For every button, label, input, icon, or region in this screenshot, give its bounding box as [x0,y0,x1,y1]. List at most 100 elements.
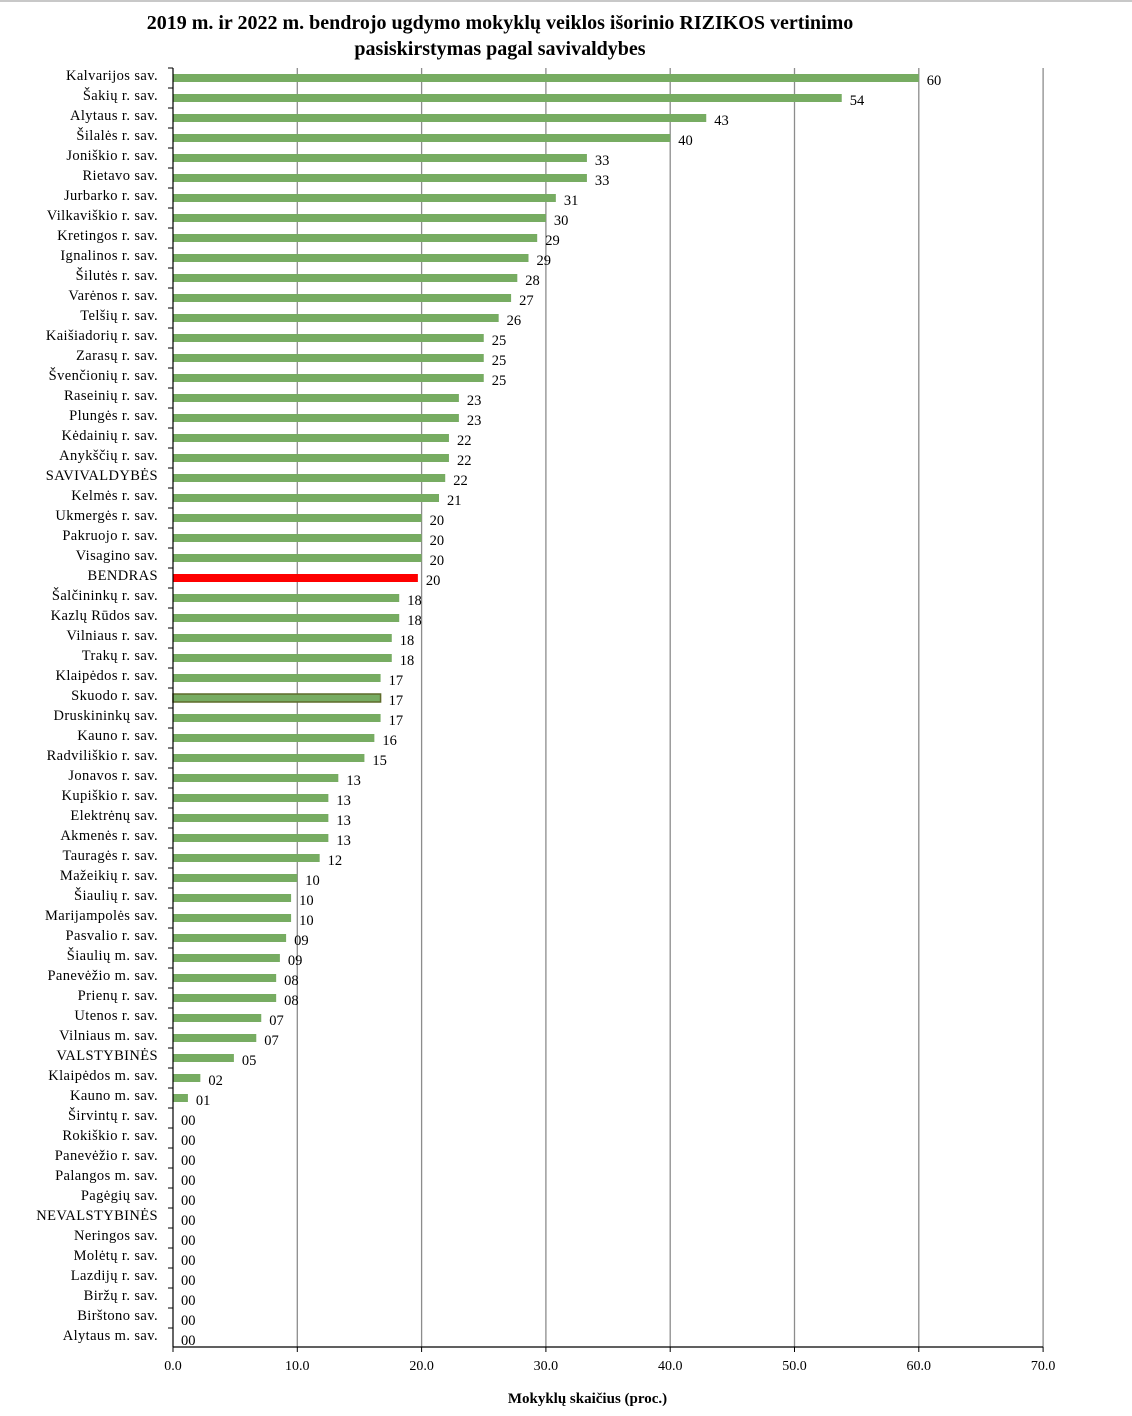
data-label: 09 [288,953,303,969]
bar [173,314,499,322]
category-label: SAVIVALDYBĖS [46,468,158,484]
data-label: 00 [181,1193,196,1209]
data-label: 43 [714,113,729,129]
category-label: Elektrėnų sav. [70,808,158,824]
grid-lines [296,68,1044,1347]
category-label: NEVALSTYBINĖS [36,1208,158,1224]
value-labels: 6054434033333130292928272625252523232222… [181,73,941,1349]
category-label: Radviliškio r. sav. [47,748,158,764]
bar [173,1094,188,1102]
x-tick-label: 60.0 [907,1359,932,1374]
category-label: Alytaus r. sav. [70,108,158,124]
category-label: Vilniaus m. sav. [59,1028,158,1044]
x-tick-label: 70.0 [1031,1359,1056,1374]
data-label: 22 [453,473,468,489]
bar [173,534,422,542]
bar [173,754,365,762]
x-tick-labels: 0.0 10.0 20.0 30.0 40.0 50.0 60.0 70.0 [164,1359,1055,1374]
category-label: Telšių r. sav. [80,308,158,324]
category-label: Druskininkų sav. [53,708,158,724]
data-label: 17 [389,673,404,689]
bar [173,354,484,362]
bar [173,174,587,182]
category-label: Zarasų r. sav. [76,348,158,364]
data-label: 20 [430,553,445,569]
data-label: 02 [208,1073,223,1089]
category-label: Kėdainių r. sav. [62,428,158,444]
category-label: Birštono sav. [77,1308,158,1324]
bar [173,194,556,202]
bar [173,594,400,602]
category-label: Biržų r. sav. [84,1288,158,1304]
category-label: Šakių r. sav. [83,87,158,104]
data-label: 01 [196,1093,211,1109]
bar [173,834,329,842]
data-label: 13 [336,833,351,849]
data-label: 16 [382,733,397,749]
bar [173,894,292,902]
category-label: Ukmergės r. sav. [55,508,158,524]
bar [173,254,529,262]
category-label: Šiaulių m. sav. [67,947,158,964]
bar [173,414,459,422]
category-label: Švenčionių r. sav. [49,367,158,384]
data-label: 22 [457,433,472,449]
category-label: Šilalės r. sav. [76,127,158,144]
x-tick-label: 20.0 [409,1359,434,1374]
bar [173,994,277,1002]
bar [173,554,422,562]
category-label: Klaipėdos r. sav. [55,668,158,684]
data-label: 29 [545,233,560,249]
x-tick-label: 30.0 [534,1359,559,1374]
data-label: 00 [181,1153,196,1169]
category-label: Kauno m. sav. [70,1088,158,1104]
data-label: 00 [181,1313,196,1329]
data-label: 54 [850,93,865,109]
data-label: 05 [242,1053,256,1069]
data-label: 27 [519,293,534,309]
data-label: 17 [389,693,404,709]
category-label: Jurbarko r. sav. [64,188,158,204]
x-tick-label: 50.0 [782,1359,807,1374]
category-label: Vilniaus r. sav. [66,628,158,644]
data-label: 10 [299,913,314,929]
bar [173,734,375,742]
category-label: Visagino sav. [76,548,158,564]
category-label: Panevėžio m. sav. [47,968,158,984]
category-label: Lazdijų r. sav. [71,1268,158,1284]
bar [173,634,392,642]
category-label: Kelmės r. sav. [71,488,158,504]
bar [173,374,484,382]
data-label: 13 [336,793,351,809]
data-label: 18 [407,613,422,629]
bar [173,234,538,242]
category-label: Utenos r. sav. [74,1008,158,1024]
category-label: Širvintų r. sav. [68,1107,158,1124]
chart-title-line-2: pasiskirstymas pagal savivaldybes [354,38,646,60]
bar [173,914,292,922]
bar [173,114,707,122]
category-label: Pasvalio r. sav. [66,928,158,944]
bar [173,454,449,462]
category-label: Trakų r. sav. [82,648,158,664]
x-tick-label: 0.0 [164,1359,182,1374]
bar [173,974,277,982]
data-label: 29 [536,253,551,269]
data-label: 30 [554,213,569,229]
category-label: Skuodo r. sav. [71,688,158,704]
bar [173,774,339,782]
category-label: Kalvarijos sav. [66,68,158,84]
data-label: 25 [492,373,507,389]
category-label: Kupiškio r. sav. [62,788,159,804]
category-label: Raseinių r. sav. [64,388,158,404]
category-label: Tauragės r. sav. [63,848,158,864]
category-label: Prienų r. sav. [78,988,158,1004]
category-label: Panevėžio r. sav. [55,1148,158,1164]
category-label: Pagėgių sav. [81,1188,158,1204]
bar [173,674,381,682]
category-label: Neringos sav. [74,1228,158,1244]
bar [173,854,320,862]
data-label: 25 [492,333,507,349]
data-label: 00 [181,1173,196,1189]
